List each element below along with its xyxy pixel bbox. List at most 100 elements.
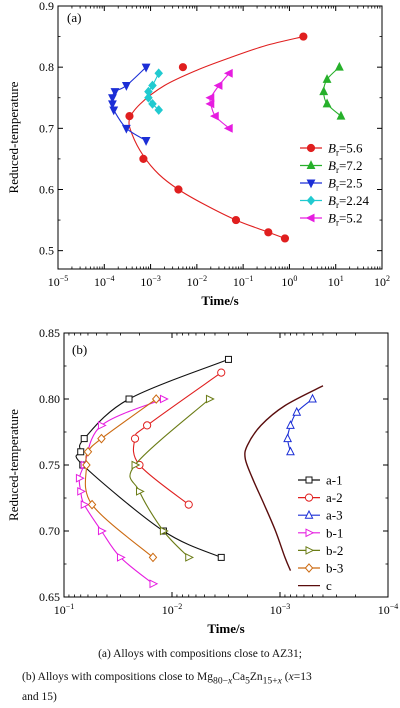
- panel-a-series-br-2-5-point: [121, 124, 131, 134]
- panel-a-x-tick-label: 10−5: [48, 274, 69, 289]
- panel-a-series-br-2-24-point: [148, 80, 157, 91]
- panel-b-series-a-3-point: [283, 433, 293, 443]
- panel-b-series-b-3-point: [97, 433, 106, 444]
- panel-a-series-br-5-6-line: [128, 36, 304, 239]
- panel-b-series-b-1-legend-label: b-1: [326, 525, 343, 540]
- panel-a-series-br-2-24-point: [144, 92, 153, 103]
- panel-a-y-tick-label: 0.5: [39, 244, 54, 258]
- panel-b-series-a-1-point: [77, 448, 85, 456]
- panel-b-series-a-3-legend-label: a-3: [326, 508, 343, 523]
- panel-a-series-br-7-2-legend-label: Br=7.2: [328, 158, 363, 175]
- panel-a-series-br-7-2-point: [319, 86, 329, 96]
- panel-a-series-br-5-6-point: [231, 215, 241, 225]
- panel-a-series-br-7-2-point: [334, 61, 344, 71]
- caption-b-sub3: 15+x: [262, 675, 282, 687]
- panel-b-panel-label: (b): [72, 342, 87, 357]
- panel-b-series-a-2-point: [143, 421, 152, 430]
- panel-b-series-b-2-point: [205, 394, 215, 404]
- panel-b-series-a-2-line: [132, 372, 222, 506]
- panel-a-series-br-5-2-point: [213, 81, 223, 90]
- panel-a-x-tick-label: 10−4: [94, 274, 115, 289]
- panel-a-series-br-7-2-point: [336, 110, 346, 120]
- panel-a-series-br-5-6-point: [264, 228, 273, 237]
- panel-b-x-tick-label: 10−1: [54, 602, 75, 617]
- panel-b-series-a-2-point: [184, 500, 193, 509]
- panel-b-series-c-legend-label: c: [326, 578, 332, 593]
- panel-a-series-br-2-5-point: [141, 137, 151, 146]
- panel-a-series-br-5-2-point: [205, 93, 215, 103]
- panel-b-series-b-3-point: [82, 460, 91, 470]
- panel-b-series-b-2-line: [129, 398, 210, 558]
- panel-b-y-axis-label: Reduced-temperature: [6, 409, 21, 521]
- panel-a-series-br-5-2-legend-label: Br=5.2: [328, 211, 363, 228]
- panel-b-series-b-3-legend-marker: [304, 563, 314, 573]
- panel-b-series-a-2-legend-label: a-2: [326, 490, 343, 505]
- panel-b-series-b-1-point: [116, 552, 126, 562]
- panel-a-series-br-2-5-point: [109, 106, 119, 116]
- panel-b-series-a-1-point: [224, 355, 232, 363]
- panel-b-series-a-3-legend-marker: [304, 509, 314, 519]
- panel-b-series-a-3-point: [308, 393, 317, 403]
- panel-b-series-b-2-point: [159, 526, 169, 536]
- panel-a-series-br-5-2-legend-marker: [305, 213, 315, 223]
- panel-a-series-br-5-2-point: [205, 99, 215, 109]
- panel-a-x-tick-label: 100: [281, 274, 297, 289]
- panel-a-x-tick-label: 10−2: [187, 274, 208, 289]
- panel-a-y-tick-label: 0.8: [39, 60, 54, 74]
- panel-a-series-br-2-24-point: [154, 68, 163, 79]
- panel-b-series-a-2-legend-marker: [304, 493, 314, 502]
- panel-b-series-b-3-point: [87, 499, 97, 510]
- panel-b-series-a-2-point: [130, 434, 140, 443]
- caption-b-prefix: (b) Alloys with compositions close to Mg: [22, 671, 214, 683]
- panel-a-x-tick-label: 101: [328, 274, 344, 289]
- panel-b-series-b-3-legend-label: b-3: [326, 561, 343, 576]
- panel-a-series-br-2-24-point: [148, 99, 157, 109]
- panel-a-series-br-7-2-legend-marker: [306, 160, 316, 169]
- panel-b-series-c-line: [244, 385, 324, 571]
- panel-a-y-axis-label: Reduced-temperature: [6, 81, 21, 193]
- panel-b-series-b-1-point: [97, 420, 107, 430]
- panel-b-series-b-3-point: [151, 394, 161, 404]
- panel-b-x-tick-label: 10−2: [162, 602, 183, 617]
- panel-a-series-br-2-24-point: [154, 105, 163, 115]
- panel-b-series-b-1-point: [149, 579, 159, 589]
- panel-a-x-tick-label: 10−3: [140, 274, 161, 289]
- panel-a-series-br-2-5-point: [121, 82, 131, 91]
- panel-a-x-tick-label: 102: [374, 274, 390, 289]
- panel-a-series-br-2-24-legend-marker: [306, 195, 316, 206]
- caption-b-sub1: 80−x: [213, 675, 233, 687]
- panel-b-series-a-1-legend-label: a-1: [326, 473, 343, 488]
- panel-b-series-a-3-point: [286, 446, 295, 456]
- panel-b-y-tick-label: 0.80: [39, 392, 60, 406]
- panel-a-series-br-5-6-point: [280, 234, 290, 243]
- panel-a-series-br-5-6-legend-marker: [306, 143, 316, 153]
- caption-b-line1: (b) Alloys with compositions close to Mg…: [22, 671, 312, 687]
- panel-b-series-b-1-point: [80, 500, 90, 510]
- figure-canvas: 10−5 10−4 10−3 10−2 10−1 100 101 102 0.5 0.6 0.7 0.…: [6, 0, 398, 636]
- panel-a-y-tick-label: 0.7: [39, 121, 54, 135]
- panel-b-x-tick-label: 10−3: [270, 602, 291, 617]
- panel-b-y-tick-label: 0.85: [39, 326, 60, 340]
- panel-a-series-br-5-2-point: [223, 123, 233, 133]
- caption-b-line2: and 15): [22, 691, 57, 704]
- panel-b-series-b-3-line: [84, 398, 157, 558]
- panel-a-series-br-5-6-point: [174, 185, 183, 194]
- panel-b-series-b-2-legend-marker: [305, 545, 315, 555]
- panel-b-series-b-2-point: [185, 552, 195, 562]
- panel-b-series-b-2-point: [131, 460, 141, 470]
- panel-b-series-b-1-point: [77, 486, 87, 496]
- panel-a-series-br-5-6-legend-label: Br=5.6: [328, 141, 363, 158]
- panel-a-panel-label: (a): [67, 10, 81, 25]
- panel-a-series-br-2-24-legend-label: Br=2.24: [328, 193, 370, 210]
- panel-b-x-axis-label: Time/s: [207, 621, 244, 636]
- panel-b-series-a-1-point: [80, 435, 88, 443]
- panel-a-x-axis-label: Time/s: [201, 293, 238, 308]
- panel-a-series-br-2-5-legend-label: Br=2.5: [328, 176, 363, 193]
- panel-b-y-tick-label: 0.65: [39, 590, 60, 604]
- panel-b-series-a-1-legend-marker: [305, 476, 313, 484]
- panel-a-series-br-5-2-point: [223, 68, 233, 78]
- panel-a-series-br-5-6-point: [125, 111, 134, 121]
- panel-a-series-br-2-5-point: [108, 94, 117, 104]
- panel-a-y-tick-label: 0.9: [39, 0, 54, 13]
- panel-a-series-br-5-6-point: [178, 63, 188, 72]
